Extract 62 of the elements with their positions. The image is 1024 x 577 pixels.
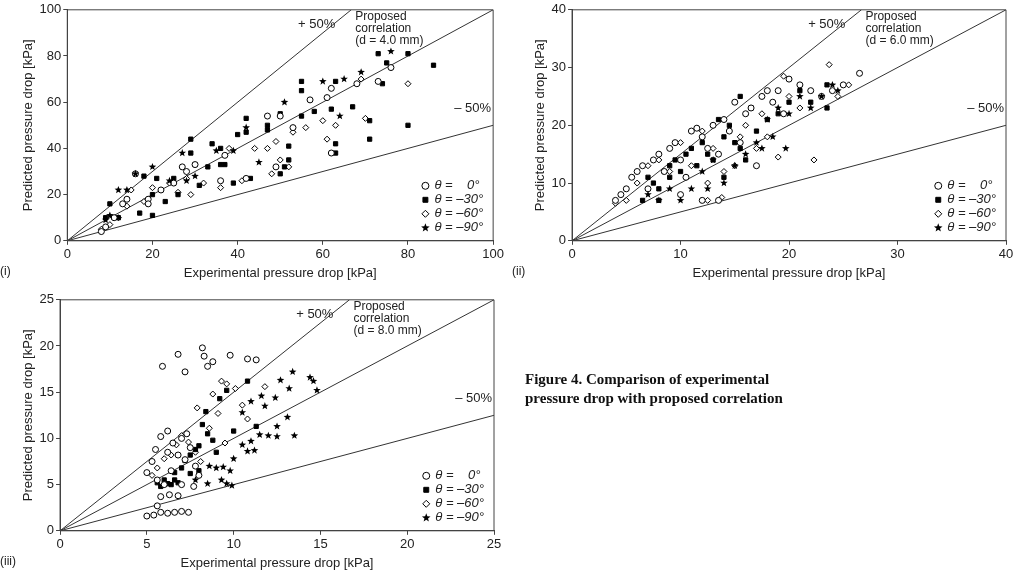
text: (ii): [512, 264, 526, 278]
x-axis-title: Experimental pressure drop [kPa]: [180, 554, 374, 570]
y-tick-label: 80: [46, 47, 62, 63]
series-label: + 50%: [296, 305, 334, 321]
series-label: – 50%: [454, 100, 492, 116]
x-tick-label: 40: [998, 246, 1014, 262]
legend-label: θ = –90°: [435, 509, 485, 525]
x-tick-label: 80: [400, 246, 416, 262]
x-tick-label: 20: [145, 246, 160, 262]
x-axis-title: Experimental pressure drop [kPa]: [183, 264, 377, 280]
y-tick-label: 100: [39, 1, 62, 17]
legend-label: θ = 0°: [434, 177, 480, 193]
y-tick-label: 20: [46, 186, 62, 202]
x-tick-label: 20: [399, 536, 415, 552]
series-label: Proposed correlation (d = 8.0 mm): [353, 299, 422, 338]
x-tick-label: 60: [315, 246, 331, 262]
legend-label: θ = –90°: [434, 219, 484, 235]
y-tick-label: 40: [551, 1, 567, 17]
legend-label: θ = –60°: [435, 495, 485, 511]
y-axis-title: Predicted pressure drop [kPa]: [532, 39, 548, 212]
y-axis-title: Predicted pressure drop [kPa]: [20, 329, 36, 502]
y-tick-label: 0: [558, 232, 567, 248]
series-label: Proposed correlation (d = 4.0 mm): [355, 9, 424, 48]
legend-label: θ = 0°: [435, 467, 481, 483]
x-tick-label: 40: [230, 246, 245, 262]
series-label: – 50%: [455, 390, 493, 406]
series-label: + 50%: [808, 15, 846, 31]
series-label: – 50%: [967, 100, 1005, 116]
y-tick-label: 15: [39, 383, 55, 399]
legend-label: θ = –60°: [434, 205, 484, 221]
y-tick-label: 5: [46, 476, 55, 492]
y-tick-label: 0: [46, 522, 55, 538]
text: (i): [0, 264, 11, 278]
y-axis-title: Predicted pressure drop [kPa]: [20, 39, 36, 212]
y-tick-label: 10: [39, 429, 55, 445]
y-tick-label: 60: [46, 93, 62, 109]
x-tick-label: 10: [226, 536, 241, 552]
y-tick-label: 20: [551, 116, 567, 132]
legend-label: θ = –30°: [947, 191, 997, 207]
y-tick-label: 25: [39, 291, 55, 307]
series-label: Proposed correlation (d = 6.0 mm): [865, 9, 934, 48]
x-tick-label: 5: [143, 536, 151, 552]
y-tick-label: 30: [551, 59, 567, 75]
x-tick-label: 10: [673, 246, 688, 262]
legend-label: θ = –30°: [435, 481, 485, 497]
y-tick-label: 10: [551, 174, 567, 190]
legend-label: θ = –60°: [947, 205, 997, 221]
x-tick-label: 25: [486, 536, 502, 552]
y-tick-label: 0: [54, 232, 62, 248]
legend-label: θ = –90°: [947, 219, 997, 235]
x-tick-label: 15: [313, 536, 328, 552]
text: (iii): [0, 554, 16, 568]
x-tick-label: 30: [890, 246, 905, 262]
y-tick-label: 20: [39, 337, 55, 353]
x-axis-title: Experimental pressure drop [kPa]: [692, 264, 886, 280]
text: Figure 4. Comparison of experimental pressure drop with proposed correlation: [525, 370, 784, 408]
y-tick-label: 40: [46, 139, 62, 155]
legend-label: θ = –30°: [434, 191, 484, 207]
legend-label: θ = 0°: [947, 177, 993, 193]
x-tick-label: 100: [482, 246, 505, 262]
x-tick-label: 20: [781, 246, 797, 262]
series-label: + 50%: [297, 15, 336, 31]
